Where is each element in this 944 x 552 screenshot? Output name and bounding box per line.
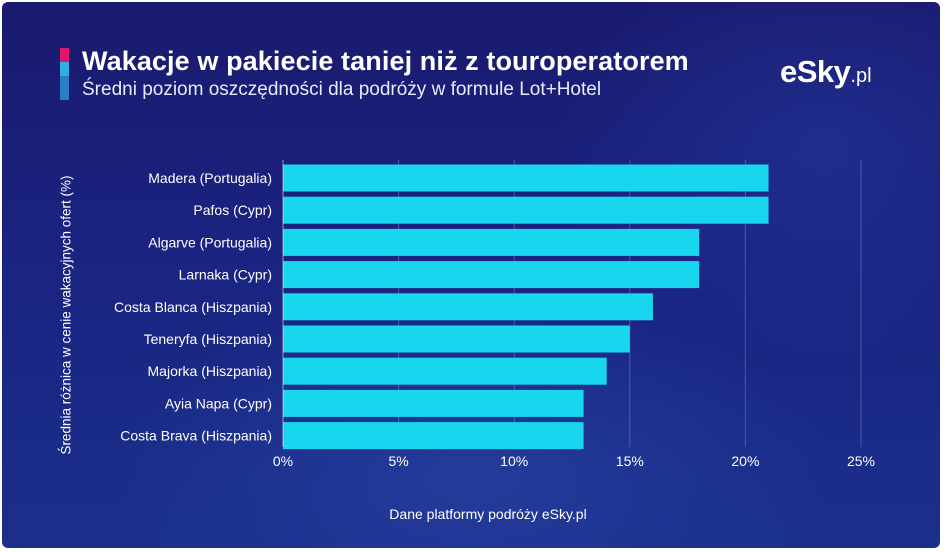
category-label: Ayia Napa (Cypr) [165, 395, 272, 411]
chart-subtitle: Średni poziom oszczędności dla podróży w… [82, 79, 602, 100]
bar [283, 164, 769, 192]
accent-bar-pink [60, 48, 69, 62]
bar [283, 357, 607, 385]
accent-bar-cyan [60, 62, 69, 76]
chart-title: Wakacje w pakiecie taniej niż z touroper… [82, 46, 689, 76]
x-tick-label: 10% [500, 453, 528, 469]
x-tick-label: 0% [273, 453, 293, 469]
x-tick-label: 5% [388, 453, 408, 469]
category-label: Algarve (Portugalia) [148, 234, 272, 250]
bar [283, 261, 700, 289]
bar [283, 293, 653, 321]
source-note: Dane platformy podróży eSky.pl [389, 506, 587, 522]
bar [283, 389, 584, 417]
bar [283, 422, 584, 450]
category-label: Teneryfa (Hiszpania) [144, 331, 272, 347]
esky-logo: eSky.pl [780, 54, 872, 90]
category-label: Larnaka (Cypr) [179, 267, 272, 283]
category-label: Costa Blanca (Hiszpania) [114, 299, 272, 315]
x-tick-label: 15% [616, 453, 644, 469]
category-label: Pafos (Cypr) [193, 202, 272, 218]
x-tick-label: 25% [847, 453, 875, 469]
bar [283, 325, 630, 353]
category-label: Majorka (Hiszpania) [148, 363, 272, 379]
category-label: Madera (Portugalia) [148, 170, 272, 186]
x-tick-label: 20% [731, 453, 759, 469]
logo-text: eSky [780, 54, 851, 89]
bar [283, 196, 769, 224]
accent-bar-blue [60, 76, 69, 100]
bar [283, 228, 700, 256]
category-label: Costa Brava (Hiszpania) [120, 428, 272, 444]
logo-tld: .pl [850, 65, 872, 87]
